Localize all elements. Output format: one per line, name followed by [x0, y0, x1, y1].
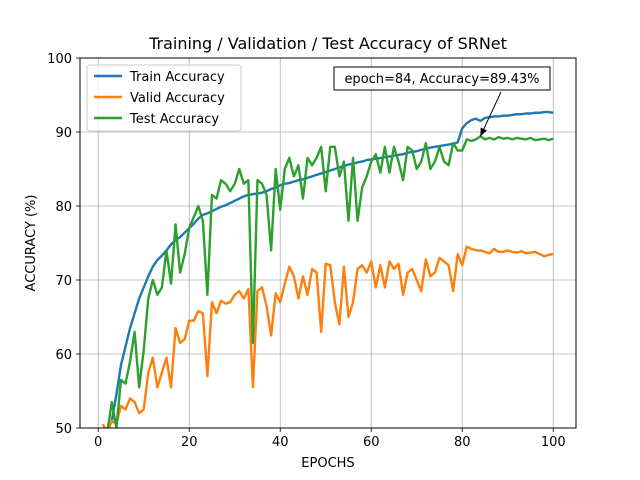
x-tick-label: 40 — [272, 435, 289, 450]
valid-accuracy-line — [101, 245, 554, 428]
y-tick-label: 100 — [47, 52, 72, 67]
annotation-label: epoch=84, Accuracy=89.43% — [344, 72, 539, 87]
test-accuracy-line — [102, 135, 554, 428]
annotation-box — [333, 66, 551, 91]
y-tick-label: 70 — [55, 274, 72, 289]
plot-frame — [79, 57, 577, 429]
x-tick-label: 20 — [181, 435, 198, 450]
y-tick-label: 80 — [55, 200, 72, 215]
x-axis-label: EPOCHS — [301, 456, 354, 471]
x-tick-label: 0 — [94, 435, 102, 450]
annotation-arrow-head — [480, 127, 487, 137]
y-tick-label: 60 — [55, 348, 72, 363]
legend: Train Accuracy Valid Accuracy Test Accur… — [86, 64, 242, 132]
legend-label-valid: Valid Accuracy — [130, 91, 225, 106]
y-tick-label: 50 — [55, 422, 72, 437]
chart-title: Training / Validation / Test Accuracy of… — [148, 34, 507, 53]
legend-label-train: Train Accuracy — [129, 70, 225, 85]
x-tick-label: 100 — [541, 435, 566, 450]
y-axis-label: ACCURACY (%) — [24, 195, 39, 292]
annotation-arrow-shaft — [479, 91, 502, 137]
x-tick-label: 80 — [454, 435, 471, 450]
series-lines — [101, 110, 554, 428]
legend-label-test: Test Accuracy — [129, 112, 219, 127]
annotation: epoch=84, Accuracy=89.43% — [333, 66, 551, 137]
x-tick-label: 60 — [363, 435, 380, 450]
y-tick-label: 90 — [55, 126, 72, 141]
legend-box — [86, 64, 242, 132]
axis-ticks: 0 20 40 60 80 100 50 60 70 80 90 100 — [47, 52, 565, 450]
